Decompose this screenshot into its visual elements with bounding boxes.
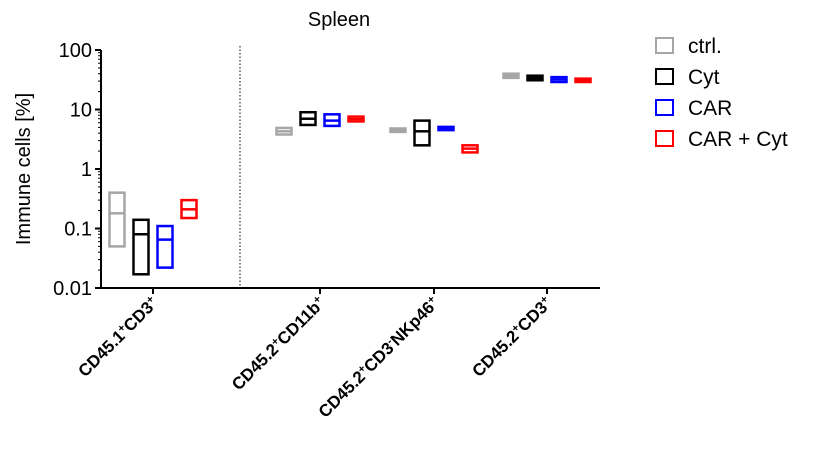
box-1-2 [413,119,431,147]
legend-swatch-3 [655,130,674,147]
box-0-0 [108,191,126,248]
y-tick-label: 100 [59,40,92,62]
box-1-0 [132,218,150,276]
x-tick-label-cd45_2_cd3: CD45.2+CD3+ [468,293,555,380]
y-tick-label: 0.1 [64,219,92,241]
legend-swatch-1 [655,68,674,85]
legend: ctrl. Cyt CAR CAR + Cyt [655,35,788,151]
x-tick-label-part: CD45.2 [228,340,282,394]
legend-label-3: CAR + Cyt [688,128,788,151]
legend-swatch-0 [655,37,674,54]
x-tick-label-cd45_2_cd3neg_nkp46: CD45.2+CD3-NKp46+ [315,293,443,421]
legend-label-0: ctrl. [688,35,722,58]
x-tick-label-cd45_1_cd3: CD45.1+CD3+ [74,293,161,380]
legend-label-2: CAR [688,97,732,120]
x-tick-label-cd45_2_cd11b: CD45.2+CD11b+ [228,293,329,394]
x-tick-label-part: NKp46 [387,298,439,350]
x-tick-label-part: - [384,336,395,347]
y-axis-label: Immune cells [%] [13,93,35,245]
y-tick-label: 0.01 [53,278,92,300]
chart-title: Spleen [308,9,370,31]
x-tick-label-part: CD11b [273,298,324,349]
y-tick-label: 1 [81,159,92,181]
x-tick-label-part: CD45.2 [315,367,369,421]
legend-swatch-2 [655,99,674,116]
legend-label-1: Cyt [688,66,720,89]
x-tick-label-part: CD45.2 [468,327,522,381]
y-tick-label: 10 [70,100,92,122]
plot-area: 0.010.1110100CD45.1+CD3+CD45.2+CD11b+CD4… [53,40,600,421]
box-2-0 [156,224,174,269]
x-tick-label-part: CD45.1 [74,327,128,381]
